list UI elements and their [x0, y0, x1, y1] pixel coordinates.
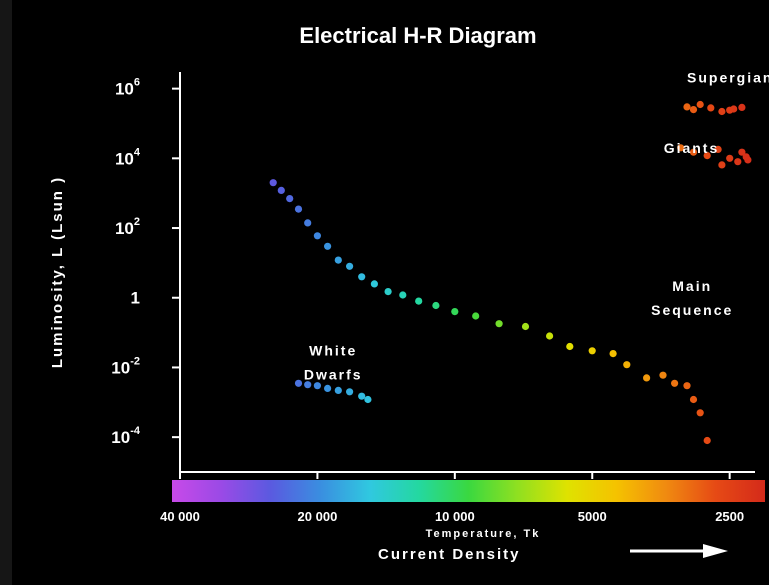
main-sequence-point	[334, 256, 342, 264]
supergiants-point	[718, 107, 726, 116]
x-tick-label: 40 000	[160, 509, 200, 524]
main-sequence-point	[324, 242, 332, 250]
main-sequence-point	[689, 395, 698, 404]
x-tick-label: 5000	[578, 509, 607, 524]
main-sequence-point	[472, 312, 480, 320]
white-dwarfs-point	[324, 384, 332, 392]
supergiants-point	[726, 106, 734, 114]
y-tick-label: 10-4	[111, 425, 141, 447]
main-sequence-point	[588, 347, 596, 355]
white-dwarfs-label: Dwarfs	[304, 366, 363, 382]
giants-point	[738, 148, 746, 156]
y-axis-title: Luminosity, L (Lsun )	[49, 176, 66, 368]
main-sequence-point	[432, 301, 440, 310]
chart-title: Electrical H-R Diagram	[299, 23, 536, 48]
main-sequence-point	[269, 179, 277, 187]
main-sequence-point	[346, 262, 354, 270]
y-tick-base: 10	[115, 219, 134, 238]
main-sequence-point	[495, 320, 503, 328]
giants-point	[744, 156, 752, 164]
giants-point	[726, 154, 734, 162]
temperature-color-band	[172, 480, 765, 502]
supergiants-point	[696, 100, 704, 109]
main-sequence-point	[703, 436, 711, 445]
y-tick-exponent: -4	[130, 425, 141, 437]
y-tick-label: 102	[115, 216, 140, 238]
y-tick-base: 10	[111, 428, 130, 447]
giants-point	[703, 152, 711, 160]
white-dwarfs-point	[358, 392, 366, 400]
main-sequence-point	[546, 332, 554, 340]
main-sequence-point	[399, 291, 407, 299]
current-density-arrow-head	[703, 544, 728, 558]
slide-edge-border	[0, 0, 12, 585]
y-tick-label: 1	[131, 289, 140, 308]
supergiants-point	[689, 106, 698, 114]
current-density-label: Current Density	[378, 546, 521, 563]
y-tick-exponent: -2	[130, 355, 140, 367]
main-sequence-point	[671, 379, 679, 387]
main-sequence-point	[566, 342, 574, 351]
y-tick-base: 10	[111, 358, 130, 377]
giants-point	[734, 158, 742, 166]
white-dwarfs-point	[364, 395, 372, 404]
white-dwarfs-point	[313, 382, 321, 390]
main-sequence-point	[277, 186, 285, 194]
supergiants-point	[707, 104, 715, 112]
x-axis-title: Temperature, Tk	[426, 528, 541, 540]
main-sequence-point	[415, 297, 423, 305]
main-sequence-point	[683, 382, 691, 390]
main-sequence-point	[623, 361, 631, 369]
white-dwarfs-point	[294, 379, 303, 387]
giants-point	[677, 144, 685, 152]
x-tick-label: 20 000	[298, 509, 338, 524]
supergiants-label: Supergiants	[687, 70, 769, 86]
x-tick-label: 10 000	[435, 509, 475, 524]
main-sequence-point	[451, 308, 459, 316]
white-dwarfs-point	[304, 381, 312, 389]
main-sequence-point	[358, 273, 366, 281]
y-tick-exponent: 4	[134, 146, 141, 158]
y-tick-base: 10	[115, 80, 134, 99]
main-sequence-point	[294, 205, 303, 213]
white-dwarfs-point	[346, 388, 354, 396]
y-tick-label: 10-2	[111, 355, 140, 377]
axes-layer	[172, 72, 765, 502]
supergiants-point	[683, 103, 691, 111]
main-sequence-point	[304, 219, 312, 227]
supergiants-point	[738, 103, 746, 111]
x-tick-label: 2500	[715, 509, 744, 524]
main-sequence-point	[521, 322, 530, 331]
main-sequence-point	[696, 409, 704, 417]
y-tick-label: 106	[115, 77, 140, 99]
giants-point	[689, 148, 698, 156]
giants-point	[714, 145, 722, 153]
main-sequence-point	[286, 195, 294, 203]
main-sequence-label: Sequence	[651, 302, 733, 318]
giants-point	[718, 161, 726, 169]
data-points-layer	[269, 100, 752, 445]
white-dwarfs-label: White	[309, 342, 357, 358]
giants-label: Giants	[664, 140, 720, 156]
main-sequence-point	[384, 288, 392, 296]
main-sequence-label: Main	[672, 278, 712, 294]
y-tick-exponent: 6	[134, 77, 140, 89]
y-tick-label: 104	[115, 146, 141, 168]
main-sequence-point	[643, 374, 651, 382]
main-sequence-point	[609, 350, 617, 358]
main-sequence-point	[313, 232, 321, 240]
main-sequence-point	[370, 280, 378, 288]
main-sequence-point	[659, 371, 667, 379]
white-dwarfs-point	[334, 386, 342, 394]
y-tick-exponent: 2	[134, 216, 140, 228]
y-tick-base: 10	[115, 149, 134, 168]
